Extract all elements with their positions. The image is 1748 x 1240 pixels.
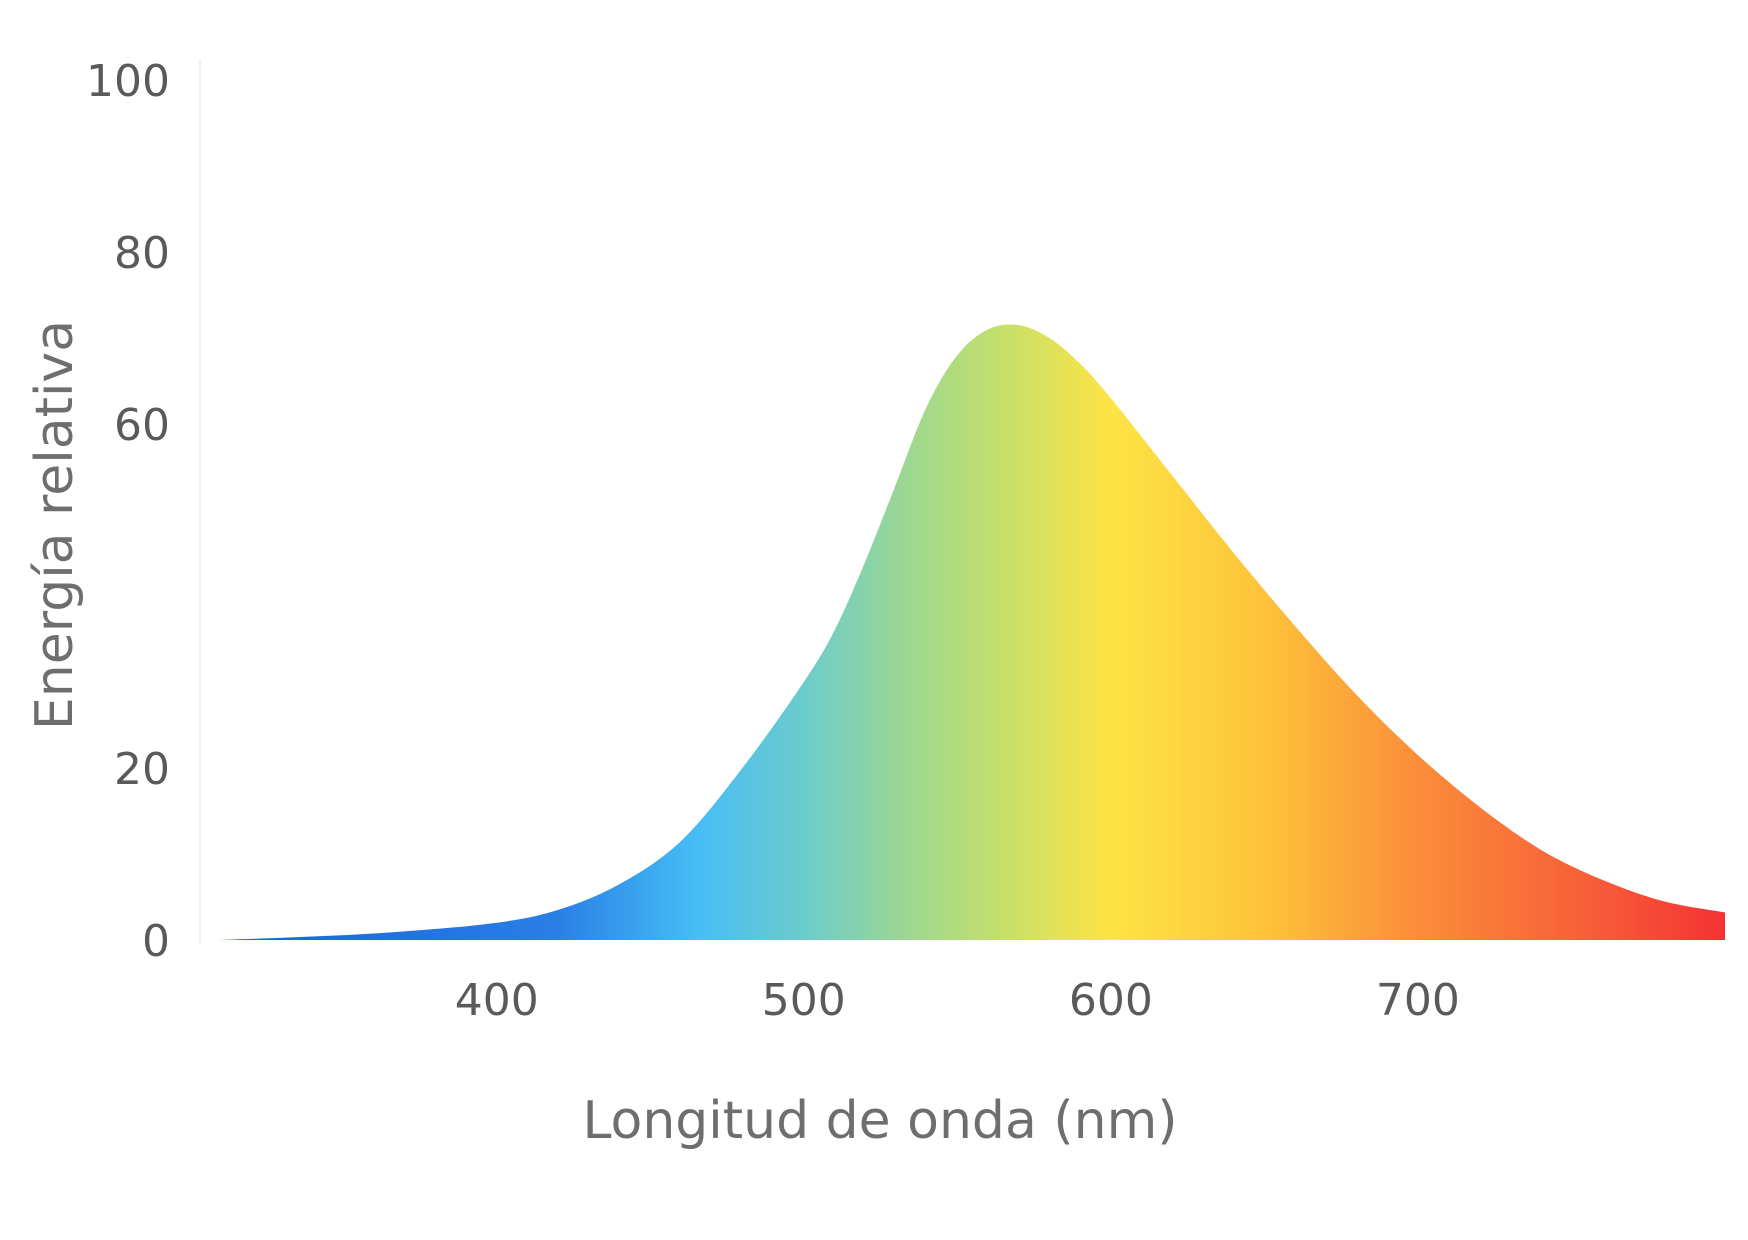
y-tick-label: 100 <box>86 56 170 107</box>
y-tick-label: 80 <box>114 228 170 279</box>
x-tick-label: 700 <box>1376 975 1460 1026</box>
x-tick-label: 500 <box>762 975 846 1026</box>
x-tick-labels: 400 500 600 700 <box>455 975 1460 1026</box>
y-tick-label: 60 <box>114 400 170 451</box>
area-layer <box>220 324 1726 940</box>
x-axis-title: Longitud de onda (nm) <box>582 1091 1177 1151</box>
y-tick-labels: 0 20 60 80 100 <box>86 56 170 967</box>
y-tick-label: 0 <box>142 916 170 967</box>
x-tick-label: 600 <box>1069 975 1153 1026</box>
x-tick-label: 400 <box>455 975 539 1026</box>
y-axis-title: Energía relativa <box>25 320 85 730</box>
spectrum-area <box>220 324 1726 940</box>
y-tick-label: 20 <box>114 744 170 795</box>
